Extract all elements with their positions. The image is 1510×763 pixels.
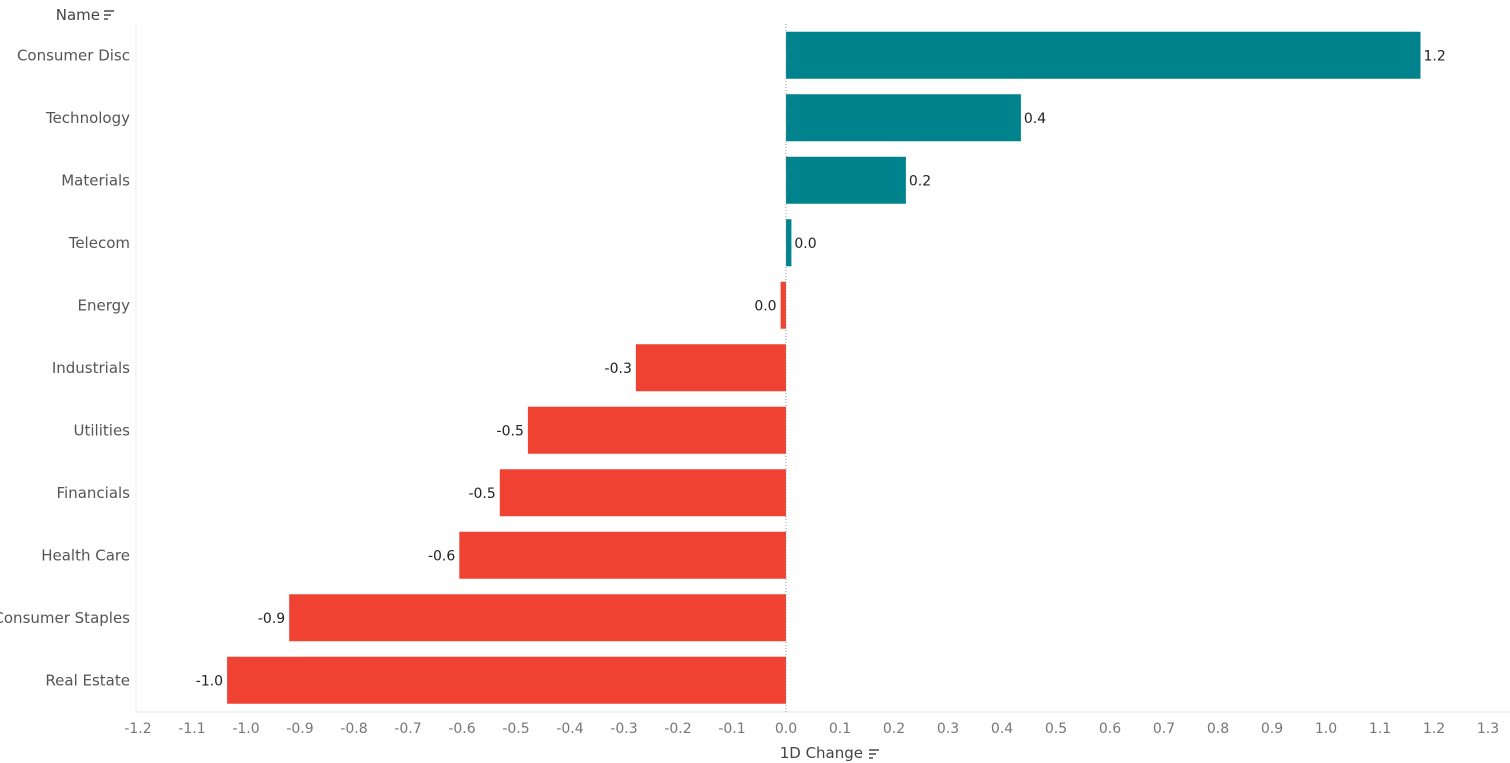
x-tick-label: 0.1 [829,721,851,737]
data-label: 0.2 [909,173,931,189]
category-label: Telecom [68,234,130,252]
x-tick-label: -0.5 [502,721,529,737]
x-tick-label: 0.6 [1099,721,1121,737]
x-tick-label: 0.7 [1153,721,1175,737]
x-tick-label: 0.9 [1261,721,1283,737]
x-tick-label: -0.9 [286,721,313,737]
category-label: Health Care [41,546,130,564]
x-tick-label: -0.1 [718,721,745,737]
x-axis-ticks: -1.2 -1.1 -1.0 -0.9 -0.8 -0.7 -0.6 -0.5 -0.4 -0.3… [124,721,1499,737]
data-label: -0.3 [605,361,632,377]
row-header[interactable]: Name [56,6,114,24]
bar[interactable] [227,656,787,704]
bar[interactable] [459,531,786,579]
data-label: 0.4 [1024,111,1046,127]
data-label: 0.0 [794,236,816,252]
bar[interactable] [527,406,786,454]
category-label: Financials [57,484,131,502]
x-axis-sort-icon[interactable] [869,749,879,759]
bar[interactable] [786,31,1421,79]
x-tick-label: -0.7 [394,721,421,737]
x-tick-label: 0.5 [1045,721,1067,737]
x-tick-label: 1.1 [1369,721,1391,737]
x-tick-label: 0.4 [991,721,1013,737]
bar[interactable] [780,281,786,329]
x-axis-title-group[interactable]: 1D Change [780,744,879,762]
data-label: -1.0 [196,673,223,689]
data-label: 0.0 [754,298,776,314]
category-label: Energy [77,296,130,314]
category-label: Consumer Staples [0,609,130,627]
x-tick-label: 0.8 [1207,721,1229,737]
category-label: Real Estate [45,671,130,689]
bar[interactable] [786,219,792,267]
sort-icon[interactable] [104,10,114,20]
bar[interactable] [499,469,786,517]
x-tick-label: -1.1 [178,721,205,737]
x-tick-label: 1.3 [1477,721,1499,737]
x-tick-label: -1.0 [232,721,259,737]
bar[interactable] [786,156,906,204]
data-label: 1.2 [1424,48,1446,64]
x-tick-label: 0.0 [775,721,797,737]
category-label: Industrials [52,359,130,377]
category-label: Technology [45,109,130,127]
bar[interactable] [289,594,786,642]
bar[interactable] [786,94,1021,142]
value-labels: 1.2 0.4 0.2 0.0 0.0 -0.3 -0.5 -0.5 -0.6 -0.9 -1.0 [196,48,1446,689]
category-label: Consumer Disc [17,46,130,64]
x-tick-label: 0.2 [883,721,905,737]
x-tick-label: 1.0 [1315,721,1337,737]
bars-group [227,31,1421,704]
x-tick-label: 1.2 [1423,721,1445,737]
x-axis-title: 1D Change [780,744,863,762]
x-tick-label: -0.2 [664,721,691,737]
x-tick-label: -1.2 [124,721,151,737]
data-label: -0.6 [428,548,455,564]
data-label: -0.5 [468,486,495,502]
x-tick-label: -0.3 [610,721,637,737]
category-label: Materials [61,171,130,189]
data-label: -0.5 [497,423,524,439]
x-tick-label: -0.6 [448,721,475,737]
x-tick-label: 0.3 [937,721,959,737]
x-tick-label: -0.4 [556,721,583,737]
category-label: Utilities [74,421,131,439]
x-tick-label: -0.8 [340,721,367,737]
row-header-title: Name [56,6,100,24]
bar[interactable] [635,344,786,392]
category-labels: Consumer Disc Technology Materials Telecom E… [0,46,130,689]
data-label: -0.9 [258,611,285,627]
